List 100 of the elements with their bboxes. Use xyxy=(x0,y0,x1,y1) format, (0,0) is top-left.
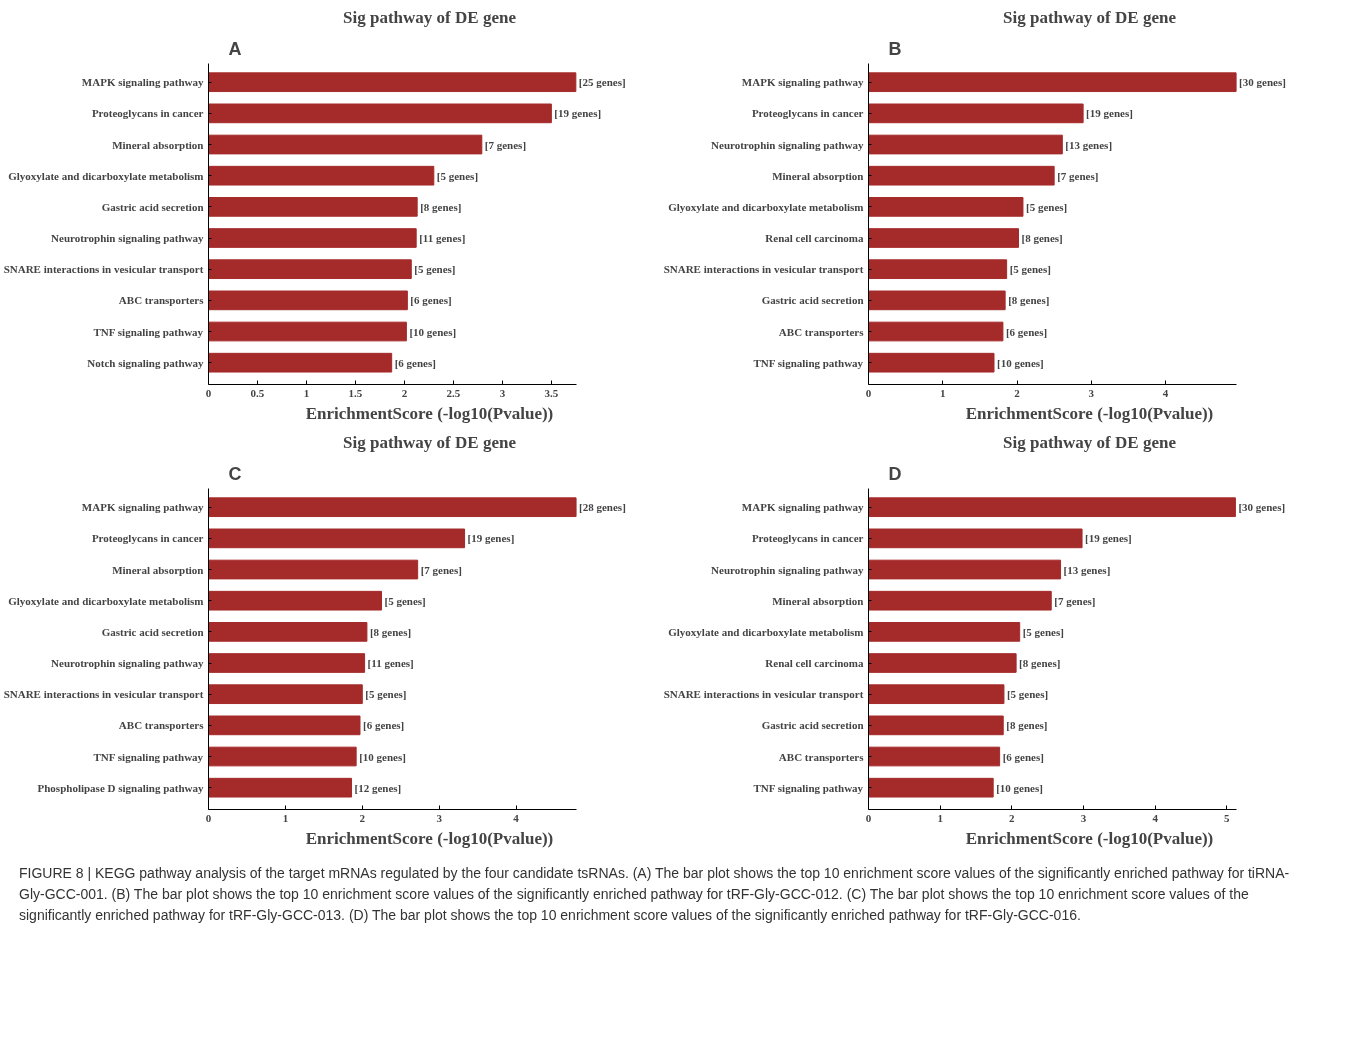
y-tick-label: TNF signaling pathway xyxy=(753,781,864,794)
text: D xyxy=(888,463,902,484)
chart-title: Sig pathway of DE gene xyxy=(1003,432,1177,452)
y-tick-label: Mineral absorption xyxy=(772,594,864,607)
x-tick-label: 3 xyxy=(1080,811,1087,824)
y-tick-label: Phospholipase D signaling pathway xyxy=(37,781,204,794)
annotation: [19 genes] xyxy=(467,532,515,545)
y-tick-label: ABC transporters xyxy=(778,325,865,338)
y-tick-label: Proteoglycans in cancer xyxy=(751,532,864,545)
y-tick-label: SNARE interactions in vesicular transport xyxy=(3,263,204,276)
x-tick-label: 2 xyxy=(401,386,408,399)
annotation: [5 genes] xyxy=(1009,263,1051,276)
y-tick-label: Mineral absorption xyxy=(112,138,204,151)
annotation: [5 genes] xyxy=(414,263,456,276)
x-tick-label: 0.5 xyxy=(250,386,265,399)
annotation: [6 genes] xyxy=(362,719,405,732)
x-tick-label: 2 xyxy=(1009,811,1016,824)
annotation: [28 genes] xyxy=(579,501,626,514)
annotation: [7 genes] xyxy=(484,138,527,151)
annotation: [7 genes] xyxy=(1057,169,1099,182)
annotation: [5 genes] xyxy=(436,169,479,182)
x-axis-title: EnrichmentScore (-log10(Pvalue)) xyxy=(305,828,554,848)
annotation: [5 genes] xyxy=(1022,625,1064,638)
x-tick-label: 1 xyxy=(303,386,310,399)
annotation: [6 genes] xyxy=(1005,325,1048,338)
annotation: [8 genes] xyxy=(1021,232,1063,245)
annotation: [5 genes] xyxy=(1025,200,1068,213)
annotation: [11 genes] xyxy=(367,657,414,670)
annotation: [6 genes] xyxy=(1002,750,1044,763)
x-tick-label: 1.5 xyxy=(348,386,363,399)
x-tick-label: 0 xyxy=(205,386,212,399)
x-tick-label: 2 xyxy=(359,811,366,824)
x-tick-label: 4 xyxy=(1162,386,1169,399)
y-tick-label: ABC transporters xyxy=(118,719,205,732)
x-tick-label: 3 xyxy=(499,386,506,399)
x-tick-label: 0 xyxy=(865,811,872,824)
x-tick-label: 2 xyxy=(1014,386,1021,399)
y-tick-label: Proteoglycans in cancer xyxy=(91,532,204,545)
y-tick-label: MAPK signaling pathway xyxy=(741,501,864,514)
y-tick-label: Gastric acid secretion xyxy=(761,294,864,307)
annotation: [10 genes] xyxy=(997,356,1044,369)
annotation: [7 genes] xyxy=(420,563,462,576)
x-tick-label: 0 xyxy=(865,386,872,399)
y-tick-label: Glyoxylate and dicarboxylate metabolism xyxy=(8,594,204,607)
y-tick-label: Gastric acid secretion xyxy=(101,200,204,213)
x-tick-label: 0 xyxy=(205,811,212,824)
annotation: [5 genes] xyxy=(365,688,407,701)
annotation: [13 genes] xyxy=(1063,563,1111,576)
y-tick-label: Notch signaling pathway xyxy=(87,356,204,369)
annotation: [8 genes] xyxy=(1006,719,1048,732)
annotation: [5 genes] xyxy=(1006,688,1049,701)
x-tick-label: 4 xyxy=(513,811,520,824)
annotation: [8 genes] xyxy=(1019,657,1061,670)
y-tick-label: Neurotrophin signaling pathway xyxy=(51,232,204,245)
annotation: [30 genes] xyxy=(1238,501,1286,514)
x-axis-title: EnrichmentScore (-log10(Pvalue)) xyxy=(965,828,1214,848)
y-tick-label: Proteoglycans in cancer xyxy=(751,107,864,120)
y-tick-label: Mineral absorption xyxy=(772,169,864,182)
annotation: [30 genes] xyxy=(1239,76,1286,89)
annotation: [13 genes] xyxy=(1065,138,1113,151)
y-tick-label: TNF signaling pathway xyxy=(93,750,204,763)
annotation: [10 genes] xyxy=(996,781,1043,794)
annotation: [19 genes] xyxy=(1086,107,1133,120)
annotation: [8 genes] xyxy=(1008,294,1050,307)
y-tick-label: SNARE interactions in vesicular transport xyxy=(663,688,864,701)
y-tick-label: Gastric acid secretion xyxy=(101,625,204,638)
y-tick-label: MAPK signaling pathway xyxy=(81,76,204,89)
x-tick-label: 1 xyxy=(282,811,289,824)
annotation: [5 genes] xyxy=(384,594,426,607)
y-tick-label: Neurotrophin signaling pathway xyxy=(51,657,204,670)
chart-title: Sig pathway of DE gene xyxy=(343,432,517,452)
y-tick-label: Gastric acid secretion xyxy=(761,719,864,732)
y-tick-label: TNF signaling pathway xyxy=(93,325,204,338)
annotation: [19 genes] xyxy=(554,107,602,120)
x-tick-label: 1 xyxy=(937,811,943,824)
y-tick-label: Neurotrophin signaling pathway xyxy=(711,563,864,576)
caption: FIGURE 8 | KEGG pathway analysis of the target mRNAs regulated by the four candidate tsRNAs. (A) The bar plot shows the top 10 enrichment score values of the significantly enriched pathway for tiRNA-Gly-GCC-001. (B) The bar plot shows the top 10 enrichment score values of the significantly enriched pathway for tRF-Gly-GCC-012. (C) The bar plot shows the top 10 enrichment score values of the significantly enriched pathway for tRF-Gly-GCC-013. (D) The bar plot shows the top 10 enrichment score values of the significantly enriched pathway for tRF-Gly-GCC-016. xyxy=(19,864,1291,925)
y-tick-label: MAPK signaling pathway xyxy=(741,76,864,89)
y-tick-label: ABC transporters xyxy=(118,294,205,307)
text: A xyxy=(228,38,242,59)
x-axis-title: EnrichmentScore (-log10(Pvalue)) xyxy=(965,403,1214,423)
annotation: [6 genes] xyxy=(394,356,436,369)
text: B xyxy=(888,38,902,59)
y-tick-label: Glyoxylate and dicarboxylate metabolism xyxy=(668,200,864,213)
annotation: [8 genes] xyxy=(369,625,412,638)
annotation: [6 genes] xyxy=(410,294,452,307)
annotation: [10 genes] xyxy=(409,325,457,338)
chart-title: Sig pathway of DE gene xyxy=(343,7,517,27)
annotation: [12 genes] xyxy=(354,781,402,794)
y-tick-label: Glyoxylate and dicarboxylate metabolism xyxy=(8,169,204,182)
y-tick-label: TNF signaling pathway xyxy=(753,356,864,369)
annotation: [10 genes] xyxy=(359,750,406,763)
x-tick-label: 1 xyxy=(940,386,946,399)
y-tick-label: SNARE interactions in vesicular transport xyxy=(663,263,864,276)
y-tick-label: Renal cell carcinoma xyxy=(765,232,864,245)
annotation: [8 genes] xyxy=(420,200,462,213)
x-tick-label: 3.5 xyxy=(544,386,559,399)
y-tick-label: Neurotrophin signaling pathway xyxy=(711,138,864,151)
annotation: [19 genes] xyxy=(1085,532,1132,545)
annotation: [25 genes] xyxy=(578,76,626,89)
